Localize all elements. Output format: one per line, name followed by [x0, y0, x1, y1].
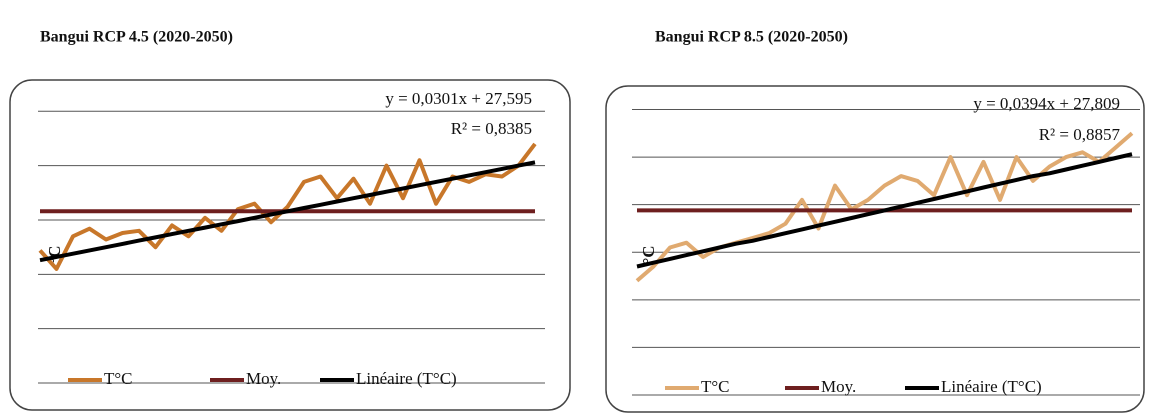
legend-label: Moy. [821, 377, 856, 396]
trend-equation: y = 0,0301x + 27,595 [385, 89, 532, 108]
legend-label: Moy. [246, 369, 281, 388]
series-line [635, 131, 1134, 283]
series-line [39, 160, 536, 263]
legend-label: T°C [104, 369, 133, 388]
legend-label: T°C [701, 377, 730, 396]
trend-equation: R² = 0,8857 [1039, 125, 1121, 144]
series-line [636, 152, 1133, 269]
chart-title: Bangui RCP 4.5 (2020-2050) [40, 29, 233, 46]
trend-equation: y = 0,0394x + 27,809 [973, 94, 1120, 113]
series-line [38, 142, 537, 271]
legend-label: Linéaire (T°C) [356, 369, 457, 388]
chart-title: Bangui RCP 8.5 (2020-2050) [655, 29, 848, 46]
panel-frame [9, 79, 571, 411]
y-axis-label: °C [639, 245, 658, 264]
trend-equation: R² = 0,8385 [451, 119, 532, 138]
panel-frame [605, 85, 1145, 413]
legend-label: Linéaire (T°C) [941, 377, 1042, 396]
